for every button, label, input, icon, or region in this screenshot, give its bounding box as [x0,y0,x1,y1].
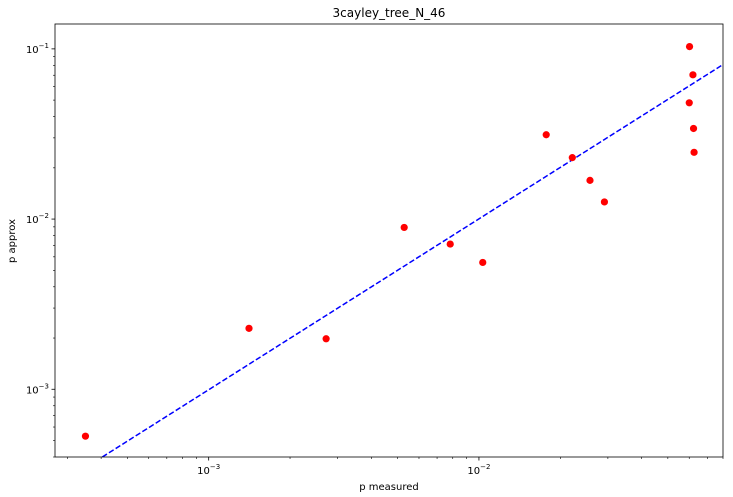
plot-frame [54,23,724,458]
data-point [542,131,550,139]
data-point [81,432,90,440]
x-axis-title: p measured [359,482,419,493]
y-tick-label: 10−3 [26,382,49,396]
axes: 10−3 10−2 10−3 10−2 10−1 [26,23,724,477]
data-point [322,335,330,343]
fit-line [101,63,723,457]
data-point [245,324,253,332]
data-point [685,43,694,51]
x-tick-label: 10−2 [467,463,490,477]
data-point [586,176,594,184]
chart-title: 3cayley_tree_N_46 [333,6,446,20]
y-axis-title: p approx [7,219,18,263]
data-point [479,258,487,267]
y-tick-label: 10−2 [26,212,49,226]
data-point [685,99,693,107]
data-point [400,223,408,232]
data-point [690,148,698,156]
data-point [600,198,609,206]
data-point [689,71,697,79]
plot-marks [81,43,723,457]
plot-area [81,43,723,457]
x-tick-label: 10−3 [197,463,220,477]
data-point [446,240,454,248]
data-point [568,154,576,162]
y-tick-label: 10−1 [26,42,49,56]
data-point [689,124,698,133]
